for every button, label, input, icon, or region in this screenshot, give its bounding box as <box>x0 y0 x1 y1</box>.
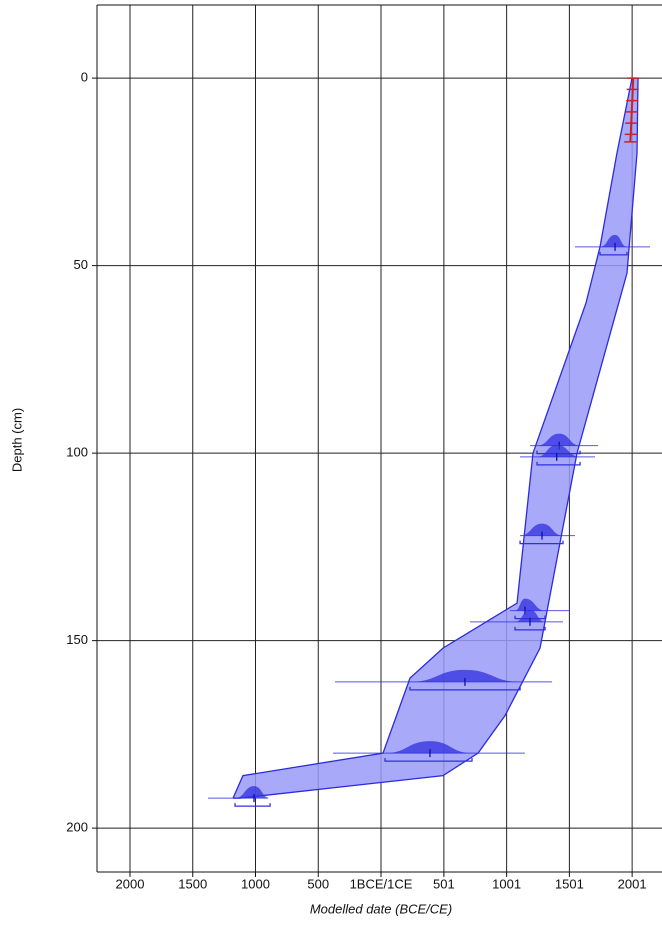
envelope-edge <box>232 77 633 799</box>
calibrated-distribution <box>520 523 563 536</box>
calibrated-distribution <box>385 741 472 754</box>
y-tick-label: 0 <box>81 70 88 85</box>
calibrated-distribution <box>600 234 627 247</box>
x-tick-label: 500 <box>307 876 329 891</box>
x-tick-label: 1000 <box>241 876 270 891</box>
modelled-range <box>519 540 564 545</box>
x-axis-label: Modelled date (BCE/CE) <box>310 901 452 916</box>
x-tick-label: 1BCE/1CE <box>350 876 413 891</box>
calibrated-distribution <box>409 669 521 682</box>
x-tick-label: 501 <box>433 876 455 891</box>
modelled-range <box>536 461 581 466</box>
modelled-range <box>409 686 521 691</box>
y-tick-label: 150 <box>66 632 88 647</box>
y-tick-label: 100 <box>66 445 88 460</box>
calibrated-distribution <box>515 609 546 622</box>
x-tick-label: 1500 <box>178 876 207 891</box>
surface-line <box>629 78 635 142</box>
calibrated-distribution <box>235 786 271 799</box>
x-tick-label: 2001 <box>618 876 647 891</box>
envelope-edge <box>239 78 639 799</box>
modelled-range <box>234 803 271 807</box>
modelled-range <box>514 626 546 631</box>
calibrated-distribution <box>537 444 581 457</box>
y-tick-label: 50 <box>74 257 88 272</box>
modelled-range <box>384 758 473 762</box>
calibrated-distribution <box>537 433 581 446</box>
y-tick-label: 200 <box>66 820 88 835</box>
x-tick-label: 1001 <box>492 876 521 891</box>
x-tick-label: 2000 <box>116 876 145 891</box>
calibrated-distribution <box>515 598 546 611</box>
x-tick-label: 1501 <box>555 876 584 891</box>
y-axis-label: Depth (cm) <box>9 408 24 472</box>
modelled-range <box>599 251 628 256</box>
